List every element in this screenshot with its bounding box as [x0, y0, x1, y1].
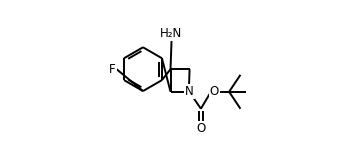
Text: N: N [185, 85, 194, 98]
Text: O: O [210, 85, 219, 98]
Text: F: F [109, 63, 116, 76]
Text: O: O [196, 122, 205, 135]
Text: H₂N: H₂N [160, 27, 182, 40]
